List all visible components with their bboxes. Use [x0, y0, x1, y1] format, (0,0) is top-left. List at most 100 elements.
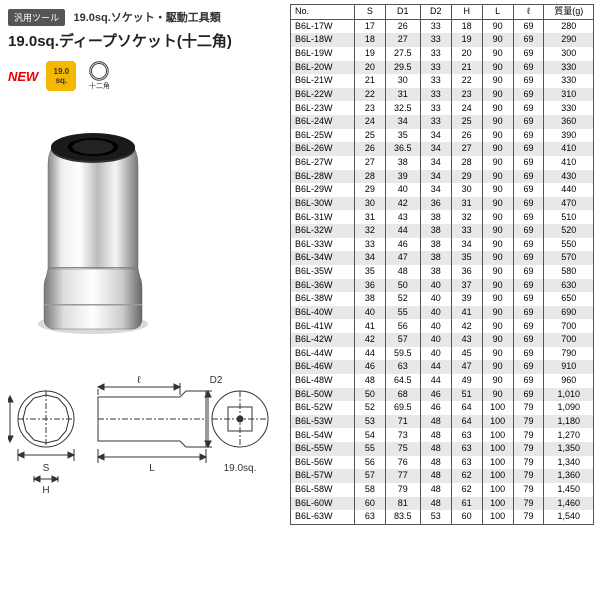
table-cell: 90	[482, 33, 513, 47]
table-cell: 440	[544, 183, 594, 197]
table-cell: B6L-32W	[291, 224, 355, 238]
table-row: B6L-44W4459.540459069790	[291, 347, 594, 361]
table-cell: 69	[513, 47, 544, 61]
table-cell: 90	[482, 238, 513, 252]
table-cell: B6L-19W	[291, 47, 355, 61]
table-cell: 520	[544, 224, 594, 238]
table-header-cell: D1	[385, 5, 420, 20]
table-cell: 330	[544, 101, 594, 115]
table-cell: 68	[385, 388, 420, 402]
table-cell: 45	[451, 347, 482, 361]
table-cell: B6L-30W	[291, 197, 355, 211]
table-cell: 48	[420, 483, 451, 497]
table-cell: 31	[385, 88, 420, 102]
table-cell: B6L-22W	[291, 88, 355, 102]
table-cell: 1,360	[544, 469, 594, 483]
table-cell: 54	[354, 428, 385, 442]
table-cell: 570	[544, 251, 594, 265]
table-cell: 69.5	[385, 401, 420, 415]
table-cell: 43	[451, 333, 482, 347]
table-cell: 17	[354, 19, 385, 33]
table-cell: 55	[354, 442, 385, 456]
table-row: B6L-19W1927.533209069300	[291, 47, 594, 61]
table-cell: 90	[482, 156, 513, 170]
table-cell: 36.5	[385, 142, 420, 156]
table-cell: 90	[482, 142, 513, 156]
table-cell: 62	[451, 469, 482, 483]
table-row: B6L-40W405540419069690	[291, 306, 594, 320]
table-cell: 21	[354, 74, 385, 88]
table-cell: 38	[420, 224, 451, 238]
spec-table-wrap: No.SD1D2HLℓ質量(g) B6L-17W172633189069280B…	[290, 4, 594, 525]
table-cell: 90	[482, 224, 513, 238]
diagram-label-h: H	[42, 485, 49, 496]
table-cell: 33	[420, 19, 451, 33]
table-cell: 24	[354, 115, 385, 129]
table-cell: 69	[513, 347, 544, 361]
table-cell: 48	[420, 497, 451, 511]
table-cell: 52	[354, 401, 385, 415]
table-cell: 26	[451, 129, 482, 143]
table-cell: 90	[482, 347, 513, 361]
table-cell: 69	[513, 74, 544, 88]
table-cell: 69	[513, 292, 544, 306]
table-cell: 76	[385, 456, 420, 470]
table-cell: 430	[544, 170, 594, 184]
table-cell: 48	[385, 265, 420, 279]
table-cell: 90	[482, 19, 513, 33]
table-cell: 90	[482, 388, 513, 402]
table-cell: 30	[354, 197, 385, 211]
table-cell: 83.5	[385, 510, 420, 524]
table-cell: B6L-25W	[291, 129, 355, 143]
table-cell: 41	[451, 306, 482, 320]
table-cell: 69	[513, 333, 544, 347]
table-cell: B6L-42W	[291, 333, 355, 347]
table-cell: B6L-58W	[291, 483, 355, 497]
table-header-row: No.SD1D2HLℓ質量(g)	[291, 5, 594, 20]
table-cell: 31	[451, 197, 482, 211]
table-row: B6L-27W273834289069410	[291, 156, 594, 170]
table-cell: 58	[354, 483, 385, 497]
table-row: B6L-54W54734863100791,270	[291, 428, 594, 442]
table-row: B6L-38W385240399069650	[291, 292, 594, 306]
table-cell: 43	[385, 210, 420, 224]
table-cell: 30	[451, 183, 482, 197]
table-cell: 90	[482, 170, 513, 184]
table-cell: 19	[354, 47, 385, 61]
table-cell: 90	[482, 197, 513, 211]
diagram-label-d2: D2	[210, 375, 223, 386]
table-cell: 19	[451, 33, 482, 47]
table-cell: 18	[354, 33, 385, 47]
table-cell: 35	[451, 251, 482, 265]
table-cell: 56	[354, 456, 385, 470]
table-cell: 470	[544, 197, 594, 211]
table-row: B6L-31W314338329069510	[291, 210, 594, 224]
table-cell: 28	[451, 156, 482, 170]
table-cell: 69	[513, 33, 544, 47]
table-cell: B6L-54W	[291, 428, 355, 442]
table-cell: 53	[420, 510, 451, 524]
table-cell: 75	[385, 442, 420, 456]
table-cell: 100	[482, 510, 513, 524]
table-cell: B6L-50W	[291, 388, 355, 402]
table-cell: 90	[482, 61, 513, 75]
drive-size-badge: 19.0 sq.	[46, 61, 76, 91]
table-cell: B6L-20W	[291, 61, 355, 75]
table-cell: 57	[385, 333, 420, 347]
table-cell: 79	[513, 469, 544, 483]
table-cell: 25	[451, 115, 482, 129]
table-cell: 280	[544, 19, 594, 33]
table-row: B6L-55W55754863100791,350	[291, 442, 594, 456]
table-row: B6L-23W2332.533249069330	[291, 101, 594, 115]
table-cell: 64	[451, 415, 482, 429]
table-cell: B6L-63W	[291, 510, 355, 524]
table-header-cell: 質量(g)	[544, 5, 594, 20]
table-cell: 100	[482, 456, 513, 470]
table-cell: B6L-57W	[291, 469, 355, 483]
diagram-label-ell: ℓ	[137, 375, 141, 386]
table-cell: 21	[451, 61, 482, 75]
table-cell: 28	[354, 170, 385, 184]
table-cell: 700	[544, 333, 594, 347]
table-cell: 69	[513, 183, 544, 197]
table-cell: 77	[385, 469, 420, 483]
